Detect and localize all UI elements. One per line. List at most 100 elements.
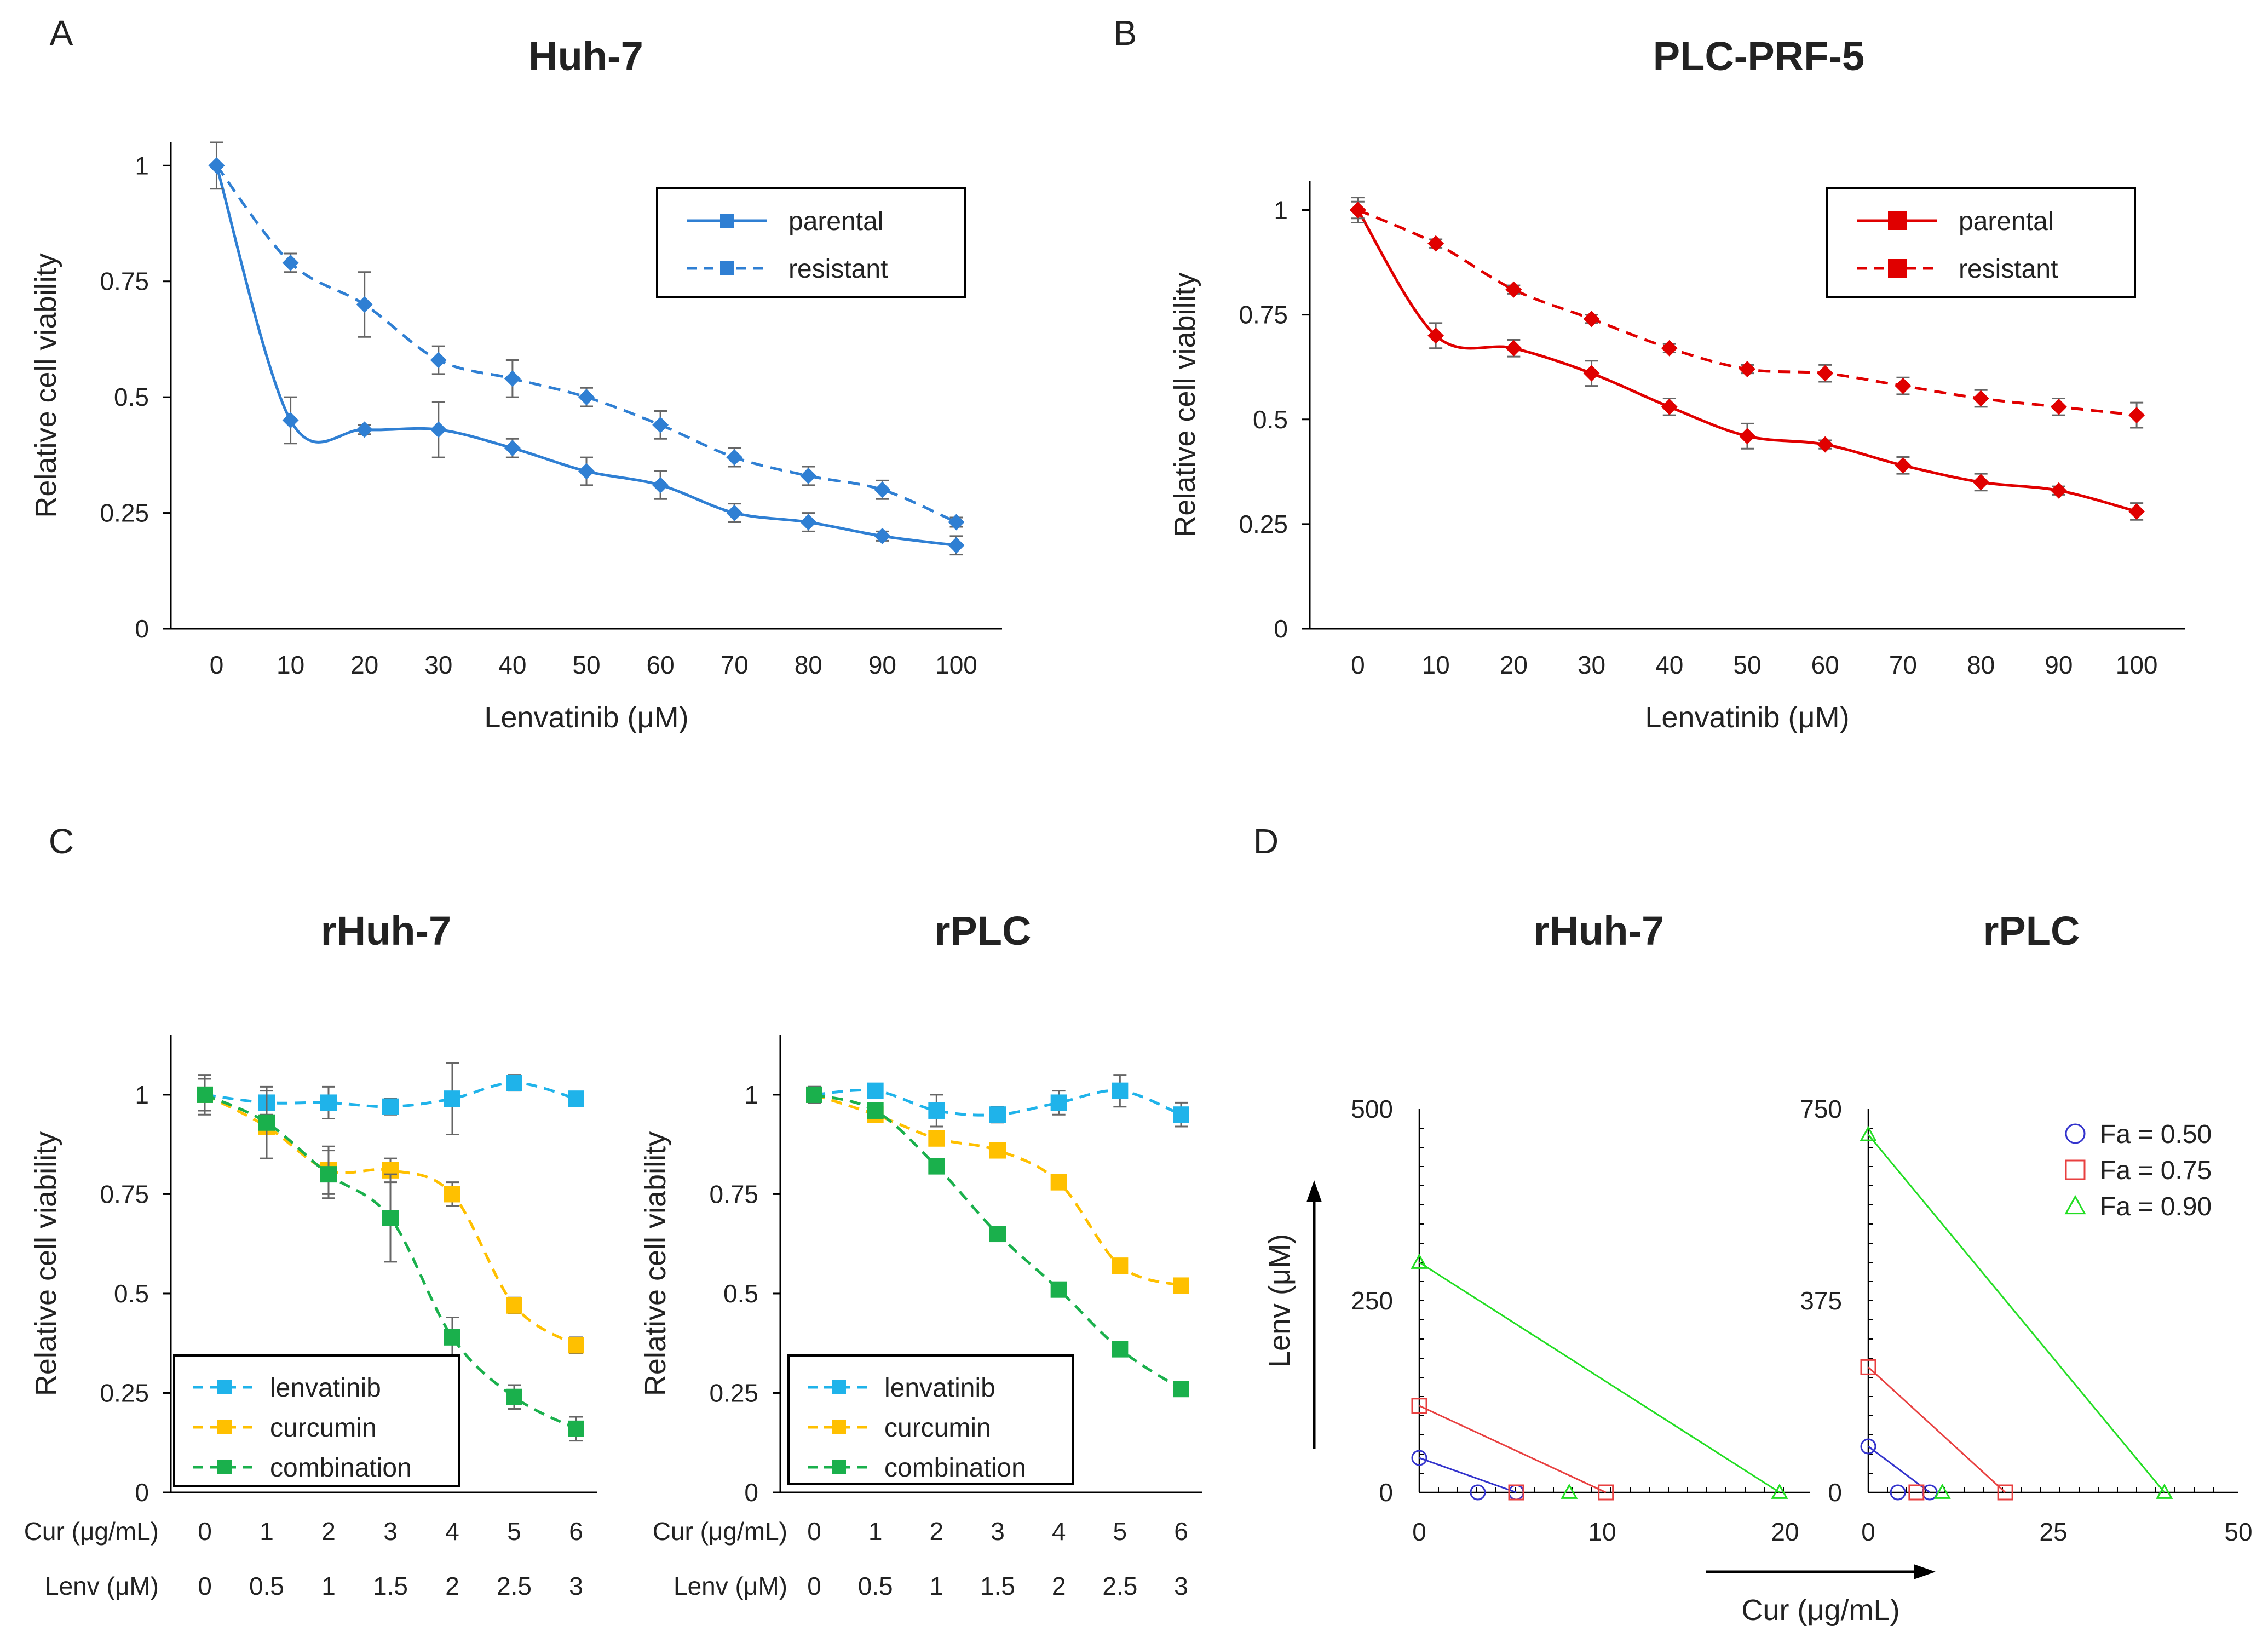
legend-box bbox=[1826, 187, 2136, 298]
series-line bbox=[1356, 209, 2137, 513]
x-tick-label: 60 bbox=[1811, 651, 1839, 679]
x-tick-label: 0 bbox=[1412, 1518, 1426, 1546]
data-point bbox=[806, 1086, 822, 1103]
x-tick-label-lenv: 1 bbox=[930, 1572, 944, 1600]
legend-label: parental bbox=[1959, 207, 2053, 236]
data-point bbox=[504, 370, 521, 387]
data-point bbox=[1112, 1082, 1129, 1099]
x-tick-label: 90 bbox=[2045, 651, 2073, 679]
chart-title: rPLC bbox=[935, 908, 1032, 953]
x-tick-label-cur: 6 bbox=[569, 1517, 583, 1546]
data-point bbox=[652, 416, 669, 433]
legend-label: lenvatinib bbox=[884, 1374, 995, 1403]
legend-label: curcumin bbox=[270, 1414, 377, 1443]
x-tick-label-lenv: 0.5 bbox=[858, 1572, 893, 1600]
series-lenvatinib bbox=[197, 1062, 584, 1136]
data-point bbox=[800, 514, 817, 531]
legend-marker bbox=[1888, 259, 1907, 278]
legend-marker bbox=[832, 1420, 846, 1434]
data-point bbox=[1050, 1174, 1067, 1191]
y-axis-label: Relative cell viability bbox=[30, 253, 62, 518]
x-tick-label: 20 bbox=[350, 651, 378, 679]
data-point bbox=[1921, 1484, 1938, 1501]
panel-D-axis-labels: Lenv (μM) Cur (μg/mL) bbox=[1263, 1180, 1936, 1627]
data-point bbox=[989, 1142, 1006, 1159]
data-point bbox=[1890, 1484, 1906, 1501]
chart-panel-C-rHuh-7: rHuh-7 0 0.25 0.5 0.75 1 Relative cell viabili… bbox=[24, 908, 597, 1600]
legend-marker bbox=[217, 1420, 232, 1434]
y-tick-label: 0 bbox=[135, 614, 149, 643]
y-tick-label: 0.25 bbox=[100, 499, 149, 527]
x-tick-label-cur: 1 bbox=[868, 1517, 883, 1546]
y-tick-label: 1 bbox=[135, 151, 149, 180]
data-point bbox=[1895, 457, 1912, 474]
x-tick-label-lenv: 1.5 bbox=[980, 1572, 1015, 1600]
data-point bbox=[867, 1102, 884, 1119]
data-point bbox=[506, 1075, 522, 1091]
legend-label: resistant bbox=[1959, 255, 2058, 284]
x-tick-label: 80 bbox=[1967, 651, 1995, 679]
data-point bbox=[1895, 377, 1912, 394]
data-point bbox=[282, 254, 299, 271]
data-point bbox=[1972, 390, 1989, 407]
chart-title: PLC-PRF-5 bbox=[1653, 33, 1864, 79]
y-tick-label: 0.75 bbox=[100, 1180, 149, 1208]
data-point bbox=[356, 421, 373, 438]
y-tick-label: 0 bbox=[1828, 1478, 1842, 1507]
data-point bbox=[444, 1329, 460, 1346]
data-point bbox=[382, 1098, 399, 1115]
data-point bbox=[320, 1166, 337, 1183]
data-point bbox=[1972, 474, 1989, 491]
data-point bbox=[382, 1210, 399, 1226]
x-tick-label-lenv: 2 bbox=[1052, 1572, 1066, 1600]
cur-arrow-head bbox=[1914, 1564, 1936, 1579]
data-point bbox=[568, 1420, 584, 1437]
data-point bbox=[800, 467, 817, 484]
x-row-label-cur: Cur (μg/mL) bbox=[24, 1517, 159, 1546]
x-tick-label: 50 bbox=[1733, 651, 1761, 679]
data-point bbox=[928, 1130, 945, 1147]
data-point bbox=[2128, 503, 2145, 520]
legend-label: curcumin bbox=[884, 1414, 991, 1443]
x-tick-label-cur: 6 bbox=[1174, 1517, 1188, 1546]
x-tick-label-lenv: 0 bbox=[807, 1572, 821, 1600]
legend-label: combination bbox=[270, 1454, 412, 1483]
data-point bbox=[1771, 1483, 1788, 1499]
chart-title: rPLC bbox=[1983, 908, 2080, 953]
x-tick-label-cur: 0 bbox=[807, 1517, 821, 1546]
data-point bbox=[1427, 235, 1444, 252]
data-point bbox=[1470, 1484, 1486, 1501]
y-tick-label: 0.25 bbox=[1239, 510, 1288, 538]
data-point bbox=[989, 1106, 1006, 1123]
data-point bbox=[1505, 281, 1522, 298]
data-point bbox=[1050, 1281, 1067, 1298]
data-point bbox=[430, 421, 447, 438]
legend-label: lenvatinib bbox=[270, 1374, 381, 1403]
legend-label: Fa = 0.90 bbox=[2100, 1192, 2212, 1221]
data-point bbox=[1583, 365, 1600, 382]
data-point bbox=[258, 1114, 275, 1131]
data-point bbox=[2128, 407, 2145, 424]
chart-title: Huh-7 bbox=[528, 33, 643, 79]
data-point bbox=[928, 1102, 945, 1119]
legend-marker bbox=[720, 261, 734, 275]
isobologram-line bbox=[1419, 1457, 1517, 1493]
y-tick-label: 0 bbox=[744, 1478, 758, 1507]
data-point bbox=[1427, 327, 1444, 344]
series-combination bbox=[806, 1085, 1189, 1398]
data-point bbox=[282, 412, 299, 429]
y-tick-label: 0.5 bbox=[1253, 405, 1288, 434]
data-point bbox=[867, 1082, 884, 1099]
y-tick-label: 0.5 bbox=[114, 1279, 149, 1308]
panel-label-B: B bbox=[1114, 13, 1137, 53]
chart-panel-D-rPLC: rPLC 0 375 750 0 25 50 bbox=[1800, 908, 2252, 1546]
isobologram-line bbox=[1867, 1134, 2165, 1493]
legend-marker bbox=[2065, 1159, 2086, 1180]
isobologram-line bbox=[1419, 1261, 1780, 1493]
x-tick-label: 0 bbox=[1351, 651, 1365, 679]
x-tick-label-lenv: 0 bbox=[198, 1572, 212, 1600]
x-tick-label-cur: 2 bbox=[321, 1517, 336, 1546]
